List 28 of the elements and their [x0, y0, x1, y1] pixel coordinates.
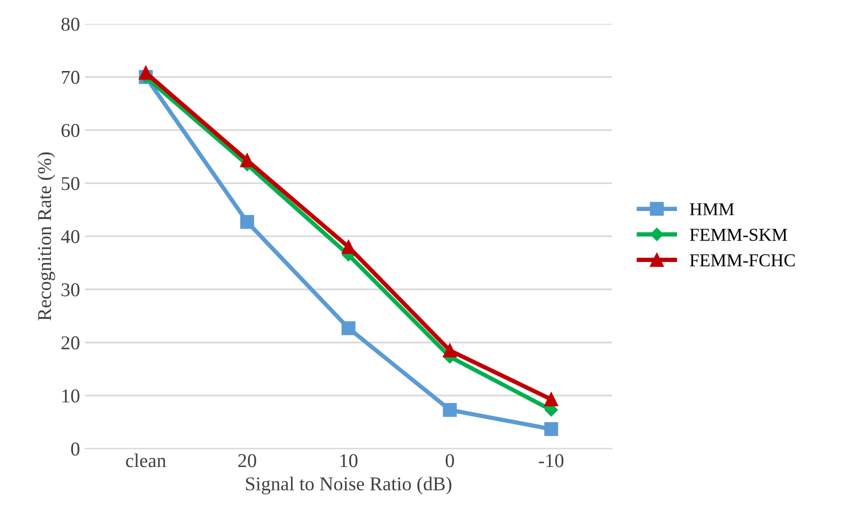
point — [342, 321, 356, 336]
point — [544, 392, 558, 406]
y-tick-label: 40 — [61, 230, 80, 244]
point — [544, 422, 558, 436]
x-tick-label: 10 — [340, 454, 358, 468]
y-tick-label: 80 — [61, 18, 80, 31]
x-axis-title: Signal to Noise Ratio (dB) — [246, 476, 452, 494]
x-tick-label: 20 — [238, 454, 256, 468]
point — [442, 344, 457, 358]
x-tick-label: clean — [126, 454, 166, 468]
x-tick-label: 0 — [446, 454, 454, 468]
point — [240, 153, 254, 168]
legend-label: HMM — [690, 203, 734, 216]
y-tick-label: 20 — [62, 336, 80, 350]
point — [442, 402, 457, 417]
y-tick-label: 50 — [62, 177, 80, 190]
x-tick-label: -10 — [538, 454, 564, 468]
point — [138, 66, 153, 80]
y-tick-label: 70 — [62, 70, 80, 84]
legend-label: FEMM-SKM — [690, 228, 788, 241]
y-tick-label: 0 — [71, 442, 80, 456]
y-tick-label: 60 — [62, 124, 80, 138]
point — [342, 240, 356, 254]
point — [240, 215, 254, 229]
y-tick-label: 10 — [62, 389, 80, 403]
y-axis-title: Recognition Rate (%) — [37, 152, 56, 321]
legend-label: FEMM-FCHC — [690, 254, 795, 266]
y-tick-label: 30 — [62, 283, 80, 296]
